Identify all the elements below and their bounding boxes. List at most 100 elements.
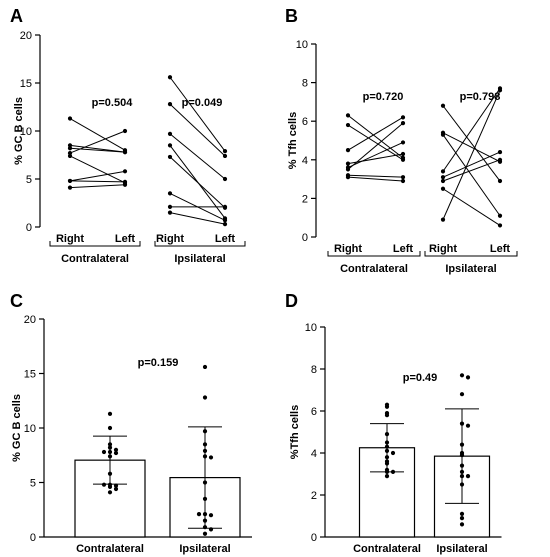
data-point	[202, 518, 208, 523]
paired-line	[169, 76, 226, 152]
group-bracket	[424, 251, 518, 257]
data-point	[440, 175, 446, 180]
data-point	[345, 161, 351, 166]
data-point	[113, 483, 119, 488]
data-point	[113, 450, 119, 456]
data-point	[107, 411, 113, 416]
data-point	[107, 425, 113, 431]
y-tick-label: 2	[302, 193, 308, 205]
data-point	[107, 442, 113, 447]
data-point	[384, 444, 390, 449]
paired-line	[442, 88, 501, 172]
group-bracket	[327, 251, 421, 257]
p-value-label: p=0.49	[403, 372, 438, 384]
data-point	[459, 463, 465, 468]
y-axis-label: % Tfh cells	[287, 112, 299, 169]
data-point	[167, 143, 173, 148]
y-tick-label: 0	[26, 222, 32, 234]
paired-line	[69, 118, 126, 151]
y-tick-label: 10	[20, 126, 32, 138]
paired-line	[69, 155, 126, 184]
data-point	[440, 178, 446, 184]
data-point	[497, 213, 503, 218]
data-point	[202, 525, 208, 530]
data-point	[101, 449, 107, 455]
data-point	[202, 454, 208, 459]
data-point	[208, 513, 214, 518]
paired-line	[69, 170, 126, 182]
y-tick-label: 8	[311, 364, 317, 376]
data-point	[440, 169, 446, 174]
data-point	[384, 440, 390, 445]
data-point	[345, 175, 351, 180]
data-point	[67, 116, 73, 121]
y-tick-label: 10	[296, 39, 308, 51]
p-value-label: p=0.504	[92, 97, 134, 109]
y-axis-label: % GC B cells	[13, 97, 25, 165]
y-tick-label: 4	[311, 448, 317, 460]
y-tick-label: 10	[24, 423, 36, 435]
y-axis-label: % GC B cells	[11, 394, 23, 462]
paired-line	[442, 151, 501, 178]
data-point	[113, 447, 119, 452]
paired-line	[347, 115, 404, 159]
y-tick-label: 6	[302, 116, 308, 128]
data-point	[345, 113, 351, 118]
data-point	[202, 512, 208, 517]
y-tick-label: 8	[302, 78, 308, 90]
data-point	[67, 178, 73, 184]
paired-line	[442, 188, 501, 226]
data-point	[202, 429, 208, 434]
data-point	[497, 149, 503, 155]
data-point	[497, 157, 503, 162]
data-point	[67, 143, 73, 148]
data-point	[222, 222, 228, 227]
x-category-label: Ipsilateral	[436, 543, 487, 555]
group-bracket	[154, 241, 246, 247]
data-point	[465, 375, 471, 380]
data-point	[384, 474, 390, 479]
data-point	[400, 140, 406, 145]
data-point	[222, 153, 228, 159]
data-point	[167, 75, 173, 80]
data-point	[122, 169, 128, 174]
data-point	[459, 511, 465, 516]
data-point	[440, 217, 446, 222]
data-point	[202, 442, 208, 447]
data-point	[167, 154, 173, 160]
data-point	[459, 453, 465, 458]
data-point	[67, 150, 73, 156]
data-point	[465, 423, 471, 428]
data-point	[497, 88, 503, 93]
data-point	[202, 496, 208, 501]
group-label: Contralateral	[61, 253, 129, 265]
data-point	[459, 516, 465, 521]
data-point	[107, 454, 113, 459]
paired-line	[169, 156, 226, 209]
data-point	[222, 204, 228, 209]
data-point	[440, 132, 446, 137]
data-point	[384, 461, 390, 466]
y-tick-label: 6	[311, 406, 317, 418]
x-category-label: Contralateral	[76, 543, 144, 555]
data-point	[107, 449, 113, 455]
data-point	[67, 153, 73, 159]
p-value-label: p=0.049	[182, 97, 223, 109]
data-point	[107, 471, 113, 476]
paired-line	[442, 132, 501, 163]
paired-line	[442, 159, 501, 182]
x-category-label: Right	[334, 243, 362, 255]
y-tick-label: 5	[26, 174, 32, 186]
data-point	[384, 432, 390, 437]
y-tick-label: 20	[24, 314, 36, 326]
y-tick-label: 2	[311, 490, 317, 502]
y-tick-label: 10	[305, 322, 317, 334]
group-bracket	[49, 241, 141, 247]
y-tick-label: 0	[311, 532, 317, 544]
y-tick-label: 0	[302, 232, 308, 244]
data-point	[400, 178, 406, 184]
x-category-label: Left	[215, 233, 236, 245]
data-point	[384, 448, 390, 453]
y-axis-label: %Tfh cells	[289, 405, 301, 459]
